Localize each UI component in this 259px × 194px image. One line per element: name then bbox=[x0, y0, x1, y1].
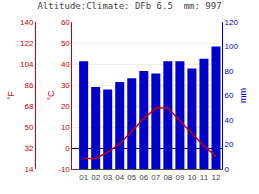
svg-text:mm: mm bbox=[238, 88, 248, 103]
svg-text:02: 02 bbox=[91, 173, 100, 182]
svg-text:122: 122 bbox=[20, 39, 34, 48]
svg-text:08: 08 bbox=[163, 173, 172, 182]
svg-text:50: 50 bbox=[24, 123, 33, 132]
svg-text:32: 32 bbox=[24, 144, 33, 153]
svg-text:°F: °F bbox=[6, 90, 16, 100]
svg-text:60: 60 bbox=[61, 18, 70, 27]
svg-text:120: 120 bbox=[225, 18, 239, 27]
svg-text:06: 06 bbox=[139, 173, 148, 182]
svg-text:04: 04 bbox=[115, 173, 124, 182]
svg-text:20: 20 bbox=[61, 102, 70, 111]
svg-text:-10: -10 bbox=[58, 165, 70, 174]
svg-text:80: 80 bbox=[225, 67, 234, 76]
svg-text:11: 11 bbox=[200, 173, 209, 182]
svg-text:09: 09 bbox=[175, 173, 184, 182]
svg-text:05: 05 bbox=[127, 173, 136, 182]
svg-text:104: 104 bbox=[20, 60, 34, 69]
svg-text:12: 12 bbox=[212, 173, 221, 182]
svg-text:30: 30 bbox=[61, 81, 70, 90]
svg-text:50: 50 bbox=[61, 39, 70, 48]
svg-text:60: 60 bbox=[225, 91, 234, 100]
svg-text:10: 10 bbox=[187, 173, 196, 182]
svg-text:20: 20 bbox=[225, 140, 234, 149]
svg-text:100: 100 bbox=[225, 42, 239, 51]
svg-text:03: 03 bbox=[103, 173, 112, 182]
svg-text:0: 0 bbox=[65, 144, 70, 153]
svg-text:14: 14 bbox=[24, 165, 33, 174]
svg-text:40: 40 bbox=[225, 116, 234, 125]
svg-text:0: 0 bbox=[225, 165, 230, 174]
svg-text:Altitude:Climate: DFb 6.5 mm:: Altitude:Climate: DFb 6.5 mm: 997 bbox=[37, 1, 221, 11]
svg-text:10: 10 bbox=[61, 123, 70, 132]
svg-text:01: 01 bbox=[79, 173, 88, 182]
svg-text:°C: °C bbox=[46, 90, 56, 101]
svg-text:86: 86 bbox=[24, 81, 33, 90]
svg-text:40: 40 bbox=[61, 60, 70, 69]
svg-text:68: 68 bbox=[24, 102, 33, 111]
svg-text:07: 07 bbox=[151, 173, 160, 182]
svg-text:140: 140 bbox=[20, 18, 34, 27]
